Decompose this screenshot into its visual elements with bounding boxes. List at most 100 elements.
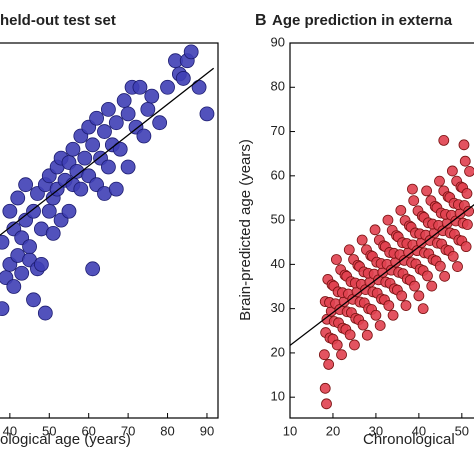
point bbox=[439, 270, 451, 282]
point bbox=[321, 398, 332, 410]
point bbox=[331, 339, 343, 351]
point bbox=[382, 214, 394, 226]
point bbox=[160, 79, 175, 95]
point bbox=[89, 110, 104, 126]
x-tick-label: 40 bbox=[412, 423, 426, 438]
point bbox=[370, 309, 382, 321]
point bbox=[458, 139, 470, 151]
point bbox=[108, 181, 124, 197]
x-tick-label: 80 bbox=[160, 423, 174, 438]
point bbox=[26, 203, 41, 219]
point bbox=[413, 290, 425, 302]
point bbox=[409, 280, 420, 292]
point bbox=[2, 203, 18, 219]
point bbox=[319, 382, 331, 394]
point bbox=[421, 185, 433, 197]
point bbox=[41, 203, 57, 219]
point bbox=[344, 329, 356, 341]
point bbox=[120, 106, 136, 122]
y-tick-label: 90 bbox=[271, 34, 285, 49]
point bbox=[199, 106, 215, 122]
point bbox=[132, 79, 148, 95]
point bbox=[407, 183, 418, 195]
point bbox=[108, 115, 124, 131]
point bbox=[45, 225, 61, 241]
point bbox=[461, 188, 473, 199]
y-tick-label: 40 bbox=[271, 256, 285, 271]
point bbox=[10, 190, 26, 206]
point bbox=[361, 329, 373, 341]
point bbox=[37, 305, 53, 321]
point bbox=[6, 279, 22, 294]
point bbox=[116, 93, 132, 108]
plot-area bbox=[290, 135, 474, 410]
x-tick-label: 90 bbox=[200, 423, 214, 438]
x-tick-label: 10 bbox=[283, 423, 297, 438]
y-axis-label: Brain-predicted age (years) bbox=[237, 139, 254, 321]
point bbox=[426, 280, 438, 292]
point bbox=[417, 303, 429, 315]
point bbox=[447, 251, 459, 262]
x-axis-label: Chronological bbox=[363, 431, 455, 448]
point bbox=[400, 300, 412, 311]
chart-title: held-out test set bbox=[0, 12, 116, 29]
y-tick-label: 80 bbox=[271, 79, 285, 94]
x-tick-label: 60 bbox=[81, 423, 95, 438]
point bbox=[140, 102, 156, 117]
point bbox=[369, 224, 381, 236]
axes-frame bbox=[0, 42, 219, 419]
point bbox=[459, 155, 471, 167]
point bbox=[191, 79, 207, 95]
point bbox=[33, 256, 49, 272]
point bbox=[101, 159, 116, 175]
x-tick-label: 50 bbox=[455, 423, 469, 438]
point bbox=[349, 339, 360, 351]
y-tick-label: 10 bbox=[271, 389, 285, 404]
point bbox=[112, 141, 128, 157]
point bbox=[152, 115, 168, 131]
point bbox=[73, 181, 89, 197]
point bbox=[85, 261, 101, 277]
point bbox=[330, 254, 342, 265]
y-tick-label: 50 bbox=[271, 212, 285, 227]
point bbox=[175, 71, 191, 86]
point bbox=[97, 124, 112, 139]
point bbox=[18, 177, 34, 193]
point bbox=[120, 159, 136, 175]
y-tick-label: 30 bbox=[271, 300, 285, 315]
plot-area bbox=[0, 44, 215, 321]
point bbox=[383, 300, 395, 311]
point bbox=[357, 319, 369, 331]
point bbox=[77, 150, 93, 166]
point bbox=[183, 44, 199, 60]
point bbox=[336, 349, 347, 361]
point bbox=[343, 244, 355, 256]
y-tick-label: 60 bbox=[271, 167, 285, 182]
x-tick-label: 70 bbox=[121, 423, 135, 438]
y-tick-label: 20 bbox=[271, 344, 285, 359]
point bbox=[387, 309, 399, 321]
x-tick-label: 40 bbox=[3, 423, 17, 438]
point bbox=[323, 359, 335, 370]
point bbox=[396, 290, 408, 302]
point bbox=[395, 204, 407, 216]
point bbox=[22, 239, 37, 255]
point bbox=[144, 88, 160, 104]
chart-title: Age prediction in externa bbox=[272, 12, 453, 29]
point bbox=[434, 260, 446, 272]
fit-line bbox=[0, 67, 215, 236]
point bbox=[408, 195, 420, 207]
point bbox=[14, 265, 30, 281]
point bbox=[0, 301, 10, 317]
x-axis-label: ological age (years) bbox=[0, 431, 131, 448]
point bbox=[101, 102, 116, 117]
point bbox=[462, 219, 473, 230]
point bbox=[356, 234, 368, 246]
point bbox=[0, 234, 10, 250]
point bbox=[422, 270, 433, 282]
x-tick-label: 50 bbox=[42, 423, 56, 438]
point bbox=[374, 320, 386, 331]
point bbox=[460, 241, 472, 253]
